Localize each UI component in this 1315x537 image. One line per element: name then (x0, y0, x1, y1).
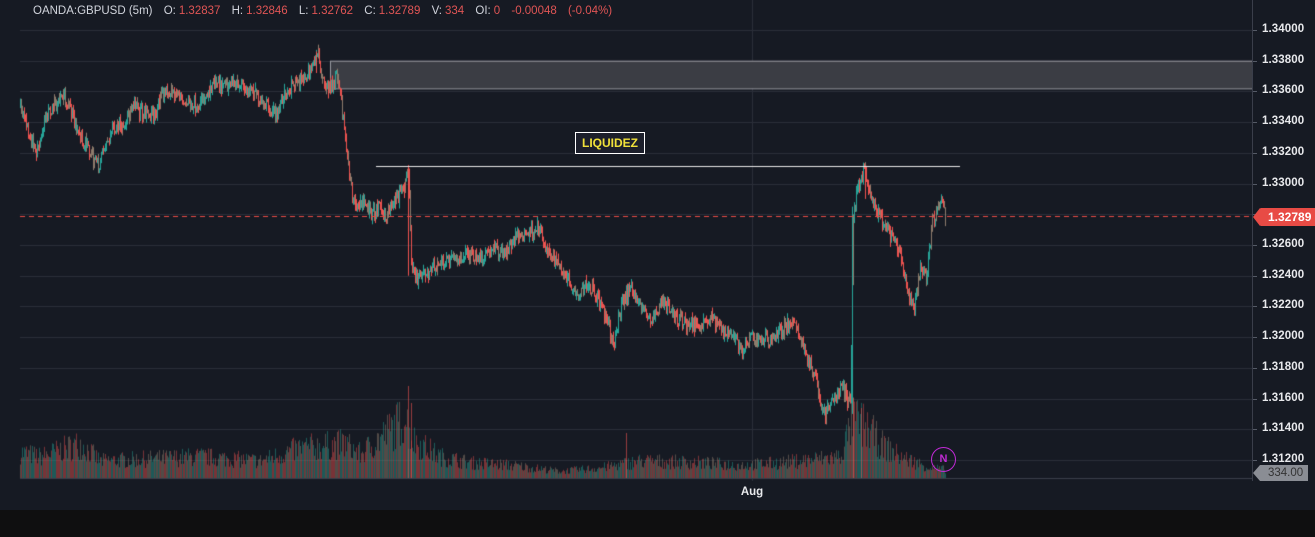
price-tick-label: 1.32200 (1262, 299, 1305, 312)
volume-value: 334 (445, 5, 465, 17)
symbol-label[interactable]: OANDA:GBPUSD (5m) (33, 5, 153, 17)
current-price-badge: 1.32789 (1252, 207, 1315, 226)
change-value: -0.00048 (511, 5, 557, 17)
bottom-toolbar (0, 510, 1315, 537)
price-tick-label: 1.33400 (1262, 115, 1305, 128)
news-icon[interactable]: N (931, 447, 956, 472)
price-tick-mark (1253, 122, 1257, 124)
chart-pane[interactable]: OANDA:GBPUSD (5m) O: 1.32837 H: 1.32846 L:… (0, 0, 1252, 481)
price-tick-mark (1253, 398, 1257, 400)
change-percent: (-0.04%) (567, 5, 613, 17)
price-axis[interactable]: 1.34000 1.33800 1.33600 1.33400 1.33200 1.330… (1252, 0, 1315, 481)
time-tick-label: Aug (740, 486, 764, 498)
open-value: 1.32837 (178, 5, 221, 17)
close-value: 1.32789 (378, 5, 421, 17)
price-tick-mark (1253, 30, 1257, 31)
price-tick-label: 1.31800 (1262, 360, 1305, 373)
high-key: H: (231, 5, 244, 17)
price-tick-label: 1.33600 (1262, 84, 1305, 97)
price-tick-label: 1.33000 (1262, 176, 1305, 189)
open-key: O: (163, 5, 176, 17)
volume-key: V: (431, 5, 443, 17)
price-tick-mark (1253, 460, 1257, 461)
price-tick-mark (1253, 152, 1257, 154)
price-tick-mark (1253, 367, 1257, 369)
price-tick-mark (1253, 337, 1257, 339)
price-tick-mark (1253, 183, 1257, 185)
liquidity-label[interactable]: LIQUIDEZ (575, 132, 645, 154)
time-axis[interactable]: Aug (0, 481, 1252, 510)
price-tick-label: 1.33800 (1262, 53, 1305, 66)
low-value: 1.32762 (311, 5, 354, 17)
price-tick-label: 1.32000 (1262, 330, 1305, 343)
price-tick-mark (1253, 60, 1257, 62)
volume-badge: 334.00 (1252, 465, 1309, 481)
price-tick-label: 1.32400 (1262, 268, 1305, 281)
low-key: L: (298, 5, 309, 17)
price-tick-mark (1253, 91, 1257, 93)
price-tick-label: 1.31200 (1262, 453, 1305, 465)
price-tick-label: 1.34000 (1262, 23, 1305, 35)
price-tick-mark (1253, 306, 1257, 308)
price-tick-label: 1.33200 (1262, 145, 1305, 158)
price-chart-canvas[interactable] (0, 0, 1252, 481)
price-tick-mark (1253, 245, 1257, 246)
ohlc-legend: OANDA:GBPUSD (5m) O: 1.32837 H: 1.32846 L:… (33, 5, 620, 17)
price-tick-mark (1253, 429, 1257, 431)
price-tick-label: 1.31600 (1262, 391, 1305, 404)
close-key: C: (364, 5, 376, 17)
high-value: 1.32846 (246, 5, 288, 17)
price-tick-label: 1.31400 (1262, 422, 1305, 435)
oi-value: 0 (493, 5, 501, 17)
price-tick-label: 1.32600 (1262, 238, 1305, 250)
oi-key: OI: (475, 5, 491, 17)
price-tick-mark (1253, 275, 1257, 277)
